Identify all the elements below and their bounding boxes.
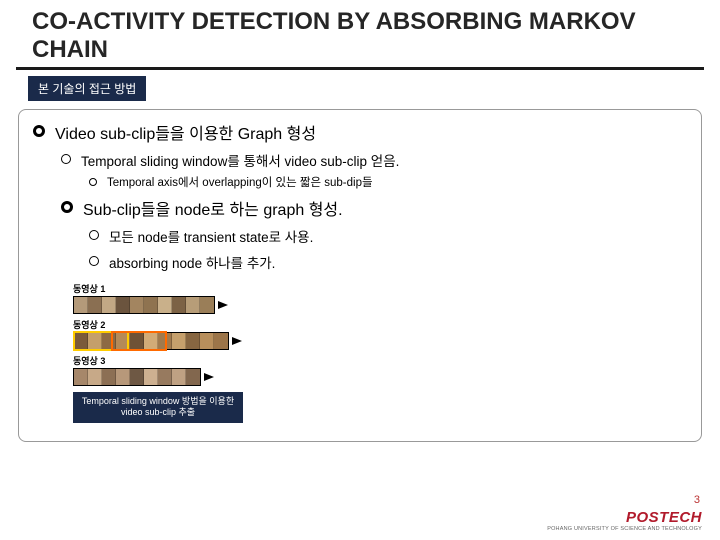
bullet-2b-s2: absorbing node 하나를 추가. [109,252,275,272]
arrow-icon [232,337,242,345]
bullet-2a-text: Temporal sliding window를 통해서 video sub-c… [81,150,399,170]
bullet-icon [61,154,71,164]
timeline-label: 동영상 1 [73,282,687,295]
timeline-label: 동영상 3 [73,354,687,367]
timeline-block: 동영상 3 [73,354,687,386]
figure-caption: Temporal sliding window 방법을 이용한 video su… [73,392,243,423]
bullet-1-text: Video sub-clip들을 이용한 Graph 형성 [55,120,316,144]
timeline-strip [73,368,201,386]
logo: POSTECH POHANG UNIVERSITY OF SCIENCE AND… [547,509,702,532]
arrow-icon [218,301,228,309]
content-panel: Video sub-clip들을 이용한 Graph 형성 Temporal s… [18,109,702,442]
bullet-icon [89,178,97,186]
timeline-block: 동영상 1 [73,282,687,314]
bullet-icon [61,201,73,213]
bullet-icon [33,125,45,137]
timeline-label: 동영상 2 [73,318,687,331]
bullet-icon [89,230,99,240]
arrow-icon [204,373,214,381]
bullet-2b-text: Sub-clip들을 node로 하는 graph 형성. [83,196,343,220]
page-number: 3 [694,494,700,506]
timeline-figure: 동영상 1 동영상 2 동영상 3 [73,282,687,386]
bullet-2b-s1: 모든 node를 transient state로 사용. [109,226,313,246]
timeline-block: 동영상 2 [73,318,687,350]
sliding-window-box [111,331,167,351]
slide-title: CO-ACTIVITY DETECTION BY ABSORBING MARKO… [16,0,704,70]
timeline-strip [73,296,215,314]
logo-main: POSTECH [547,509,702,526]
bullet-icon [89,256,99,266]
bullet-3a-text: Temporal axis에서 overlapping이 있는 짧은 sub-d… [107,174,373,190]
approach-label: 본 기술의 접근 방법 [28,76,146,101]
logo-sub: POHANG UNIVERSITY OF SCIENCE AND TECHNOL… [547,526,702,532]
